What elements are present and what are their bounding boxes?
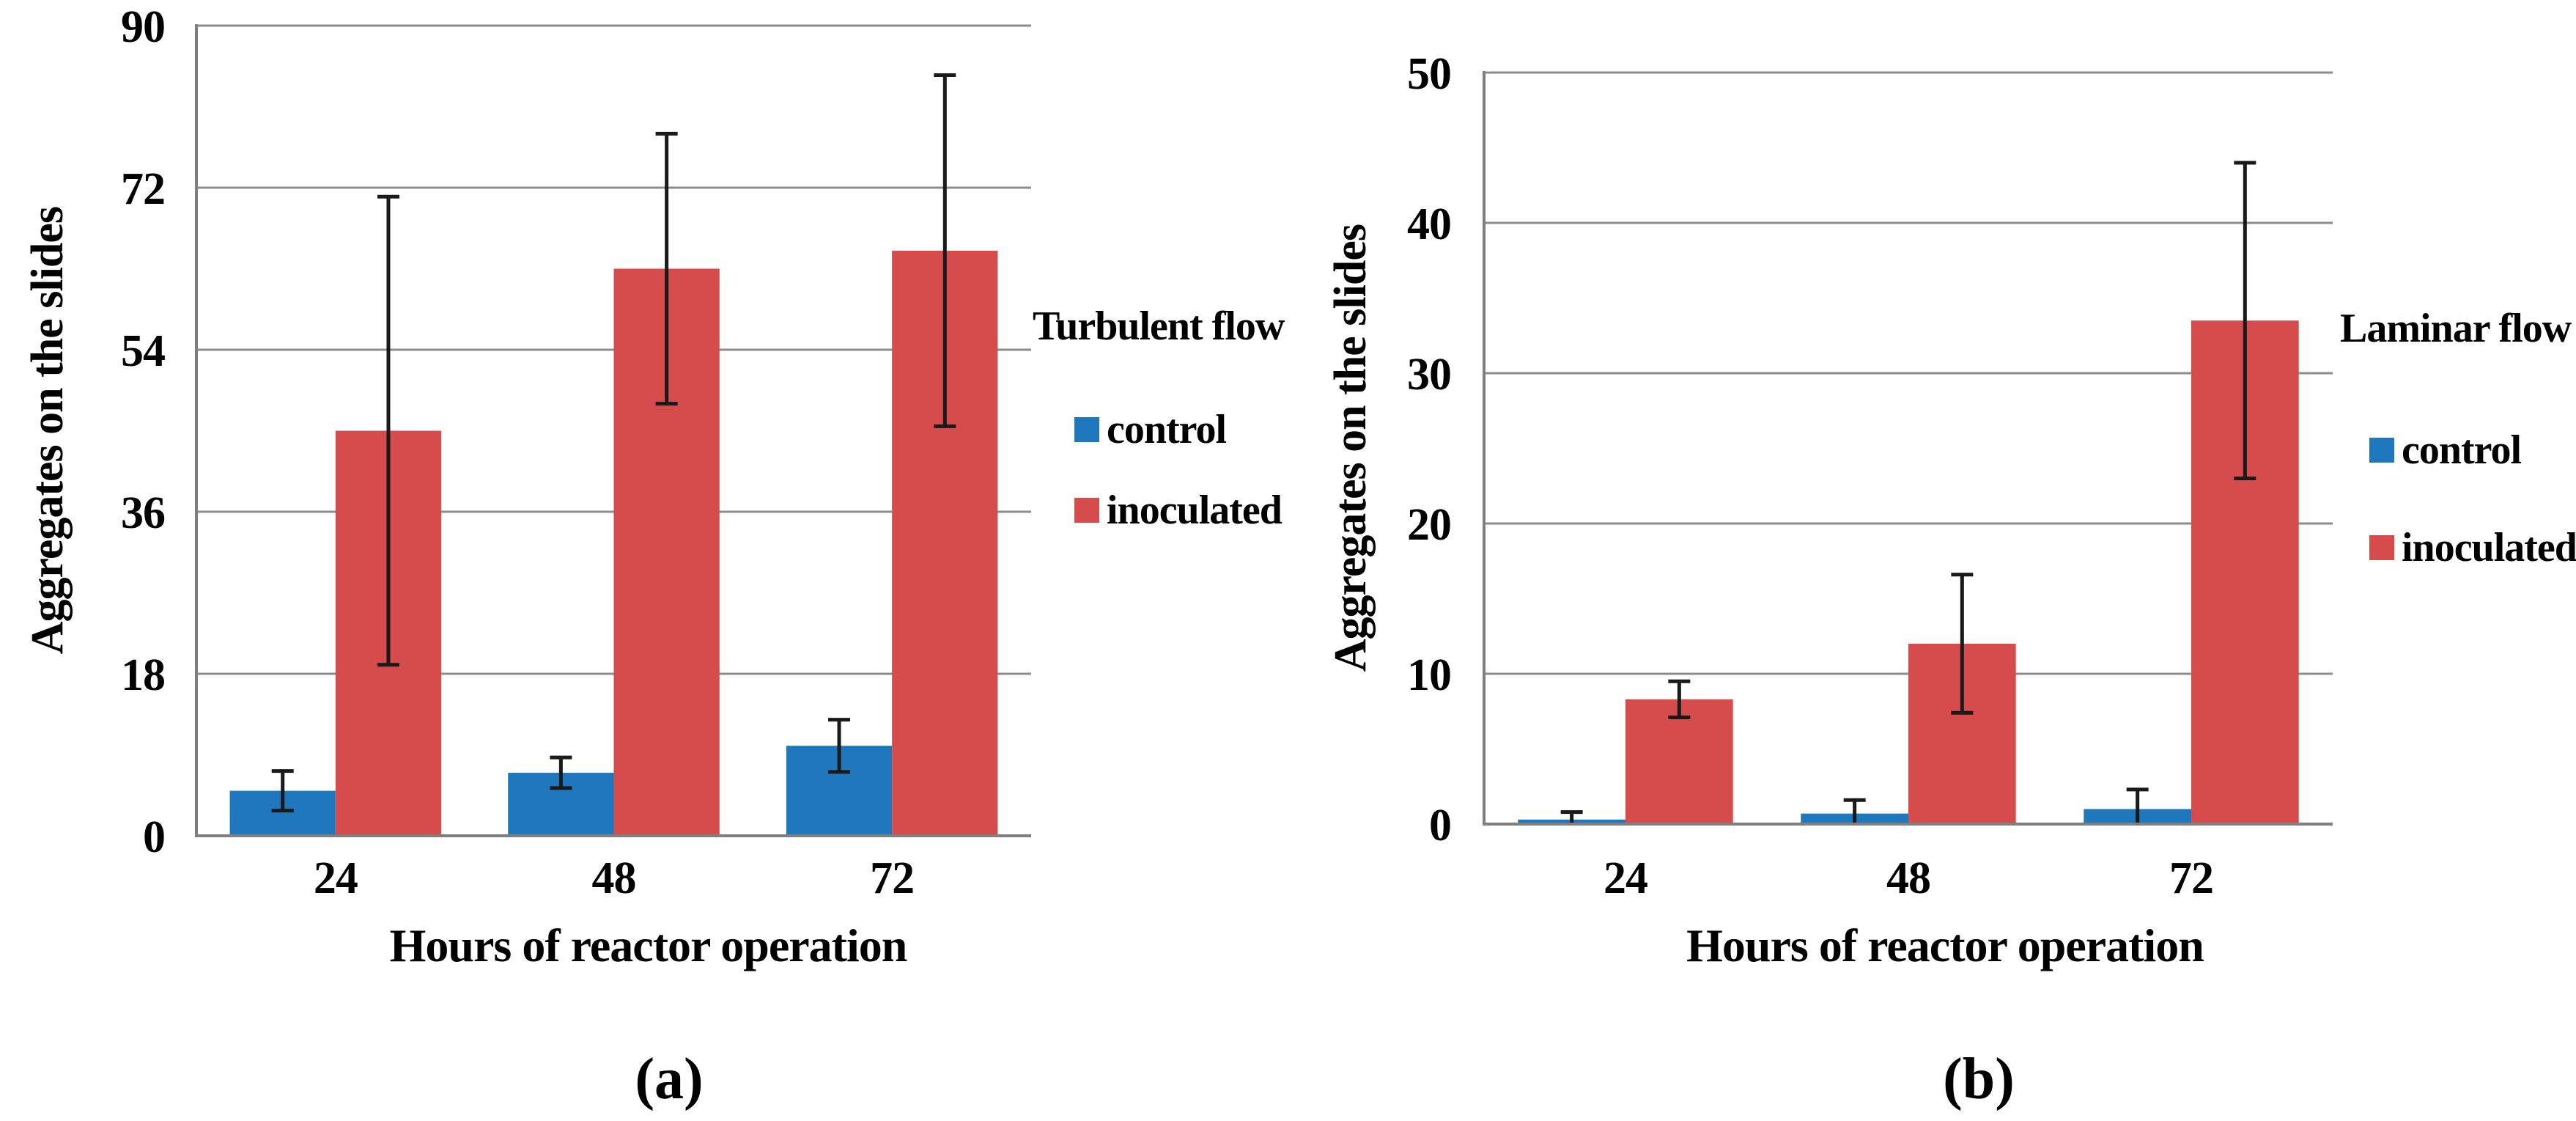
error-bar-a-control-24 [271, 769, 294, 813]
x-tick-b-72: 72 [2169, 853, 2213, 903]
legend-b: Laminar flow control inoculated [2340, 304, 2576, 583]
error-bar-b-inoculated-24 [1668, 679, 1691, 719]
inoculated-swatch-icon [1074, 498, 1099, 523]
legend-label-inoculated-b: inoculated [2402, 525, 2576, 570]
control-swatch-icon [2369, 438, 2394, 463]
x-axis-title-a: Hours of reactor operation [389, 919, 908, 971]
y-tick-a-0: 0 [143, 812, 165, 862]
x-tick-b-48: 48 [1886, 853, 1930, 903]
y-axis-title-b: Aggregates on the slides [1310, 73, 1391, 824]
error-bar-a-control-48 [550, 755, 572, 790]
legend-item-control-a: control [1074, 405, 1227, 454]
error-bar-b-inoculated-72 [2234, 161, 2256, 480]
x-tick-a-48: 48 [592, 853, 636, 903]
error-bar-a-inoculated-72 [934, 73, 956, 428]
legend-item-inoculated-a: inoculated [1074, 486, 1283, 534]
y-tick-a-36: 36 [121, 488, 165, 538]
error-bar-b-control-48 [1843, 798, 1866, 824]
legend-title-b: Laminar flow [2340, 306, 2572, 351]
legend-label-control-b: control [2402, 427, 2522, 473]
y-tick-b-50: 50 [1407, 49, 1451, 99]
y-tick-b-0: 0 [1429, 801, 1451, 850]
legend-title-a: Turbulent flow [1033, 304, 1285, 349]
error-bar-b-inoculated-48 [1951, 573, 1974, 715]
plot-area-b: 0 10 20 30 40 50 24 48 72 [1407, 49, 2333, 903]
error-bar-a-inoculated-24 [377, 194, 399, 667]
y-tick-a-90: 90 [121, 2, 165, 52]
legend-label-control-a: control [1107, 407, 1227, 452]
y-tick-a-72: 72 [121, 164, 165, 214]
bar-b-inoculated-24 [1625, 699, 1733, 824]
x-tick-b-24: 24 [1603, 853, 1647, 903]
legend-a: Turbulent flow control inoculated [1033, 302, 1311, 551]
legend-item-inoculated-b: inoculated [2369, 523, 2576, 572]
x-tick-a-24: 24 [314, 853, 358, 903]
legend-item-control-b: control [2369, 426, 2522, 474]
y-tick-b-40: 40 [1407, 199, 1451, 249]
y-tick-a-18: 18 [121, 650, 165, 700]
y-axis-title-a: Aggregates on the slides [7, 26, 88, 836]
legend-label-inoculated-a: inoculated [1107, 488, 1283, 533]
x-tick-a-72: 72 [870, 853, 914, 903]
y-tick-a-54: 54 [121, 326, 165, 376]
y-tick-b-10: 10 [1407, 650, 1451, 700]
error-bar-a-control-72 [828, 718, 851, 774]
y-axis-title-a-text: Aggregates on the slides [22, 207, 73, 655]
error-bar-b-control-72 [2126, 787, 2149, 824]
panel-caption-a: (a) [635, 1047, 704, 1111]
y-axis-title-b-text: Aggregates on the slides [1325, 224, 1376, 672]
error-bar-b-control-24 [1560, 810, 1583, 824]
x-axis-title-b: Hours of reactor operation [1686, 919, 2204, 971]
panel-caption-b: (b) [1943, 1047, 2015, 1111]
error-bar-a-inoculated-48 [655, 131, 678, 406]
y-tick-b-20: 20 [1407, 500, 1451, 550]
control-swatch-icon [1074, 417, 1099, 442]
inoculated-swatch-icon [2369, 535, 2394, 560]
y-tick-b-30: 30 [1407, 350, 1451, 400]
plot-area-a: 0 18 36 54 72 90 24 48 72 [121, 2, 1031, 903]
